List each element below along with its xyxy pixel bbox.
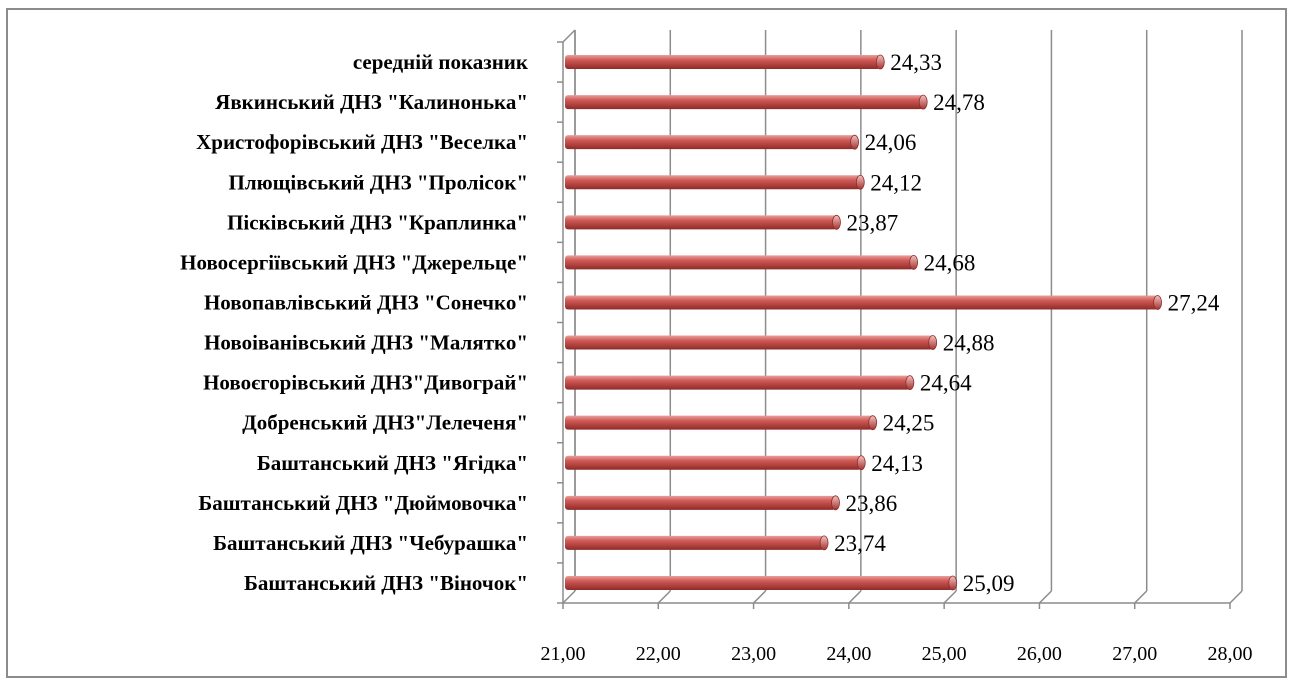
floor-tick (848, 590, 862, 604)
category-label: Новоєгорівський ДНЗ"Диво­грай" (203, 371, 528, 395)
bar-cap (875, 54, 885, 70)
category-labels: середній показник Явкинський ДНЗ "Калинон… (180, 50, 529, 595)
bar (565, 254, 919, 270)
floor-tick (1134, 590, 1148, 604)
data-label: 24,78 (933, 90, 985, 115)
bar-cap (868, 415, 878, 431)
top-left-edge (562, 29, 576, 43)
category-label: Новоіванівський ДНЗ "Малятко" (204, 331, 528, 355)
category-label: Новосергіївський ДНЗ "Джерельце" (180, 250, 528, 274)
bar (565, 535, 829, 551)
bar (565, 174, 865, 190)
floor-tick (1038, 590, 1052, 604)
data-label: 24,68 (924, 250, 976, 275)
data-label: 25,09 (963, 571, 1015, 596)
bar-body (565, 335, 933, 350)
bar-cap (948, 575, 958, 591)
bar-body (565, 55, 881, 70)
floor-tick (753, 590, 767, 604)
bar-cap (850, 134, 859, 150)
category-label: Баштанський ДНЗ "Віночок" (244, 571, 528, 595)
bar-body (565, 215, 837, 230)
category-label: середній показник (353, 50, 529, 74)
bar-cap (856, 455, 866, 471)
x-tick-label: 24,00 (826, 643, 871, 665)
bar-cap (928, 335, 938, 350)
data-label: 24,12 (870, 170, 922, 195)
category-label: Баштанський ДНЗ "Дюймовочка" (198, 491, 528, 515)
data-label: 23,86 (846, 491, 898, 516)
data-label: 23,74 (834, 531, 886, 556)
bar (565, 575, 958, 591)
bar-cap (909, 254, 919, 270)
bar (565, 415, 878, 431)
bar (565, 375, 915, 391)
category-label: Новопавлівський ДНЗ "Сонечко" (204, 290, 528, 314)
bar (565, 134, 859, 150)
bar (565, 214, 841, 230)
bar-body (565, 175, 861, 190)
bar (565, 495, 840, 511)
bar-body (565, 95, 924, 110)
value-labels: 24,33 24,78 24,06 24,12 23,87 24,68 27,24 24,88… (834, 50, 1220, 596)
bar-body (565, 255, 914, 270)
bar (565, 455, 866, 471)
bar-body (565, 295, 1158, 310)
data-label: 24,88 (943, 331, 995, 356)
bar-cap (905, 375, 915, 391)
category-label: Пісківський ДНЗ "Краплинка" (227, 210, 528, 234)
floor-tick (943, 590, 957, 604)
bar-body (565, 535, 825, 550)
category-label: Явкинський ДНЗ "Калинонька" (215, 90, 528, 114)
category-label: Добренський ДНЗ"Лелеченя" (242, 411, 528, 435)
bar-body (565, 375, 910, 390)
data-label: 23,87 (846, 210, 898, 235)
data-label: 24,64 (920, 371, 972, 396)
x-tick-label: 27,00 (1112, 643, 1157, 665)
x-tick-label: 25,00 (922, 643, 967, 665)
data-label: 24,25 (883, 411, 935, 436)
bar (565, 54, 885, 70)
bar-cap (819, 535, 829, 551)
bar (565, 295, 1162, 310)
floor-tick (1229, 590, 1243, 604)
x-tick-label: 26,00 (1017, 643, 1062, 665)
x-tick-labels: 21,00 22,00 23,00 24,00 25,00 26,00 27,00 28,00 (541, 643, 1253, 665)
category-label: Баштанський ДНЗ "Чебурашка" (213, 531, 528, 555)
data-label: 27,24 (1168, 290, 1220, 315)
category-label: Христофорівський ДНЗ "Веселка" (196, 130, 528, 154)
x-tick-label: 23,00 (731, 643, 776, 665)
category-label: Плющівський ДНЗ "Пролісок" (228, 170, 528, 194)
category-label: Баштанський ДНЗ "Ягідка" (257, 451, 528, 475)
bar-body (565, 455, 862, 470)
floor-tick (562, 590, 576, 604)
x-tick-label: 28,00 (1208, 643, 1253, 665)
bars (565, 54, 1162, 591)
bar-body (565, 495, 836, 510)
bar-cap (831, 495, 840, 511)
data-label: 24,13 (871, 451, 923, 476)
bar-cap (832, 214, 841, 230)
data-label: 24,33 (890, 50, 942, 75)
bar (565, 335, 938, 350)
bar-body (565, 575, 953, 590)
bar-cap (918, 94, 928, 110)
data-label: 24,06 (865, 130, 917, 155)
bar-cap (1153, 295, 1162, 310)
x-tick-label: 22,00 (636, 643, 681, 665)
bar-cap (855, 174, 865, 190)
x-tick-label: 21,00 (541, 643, 586, 665)
grid-lines (557, 29, 1243, 609)
bar (565, 94, 928, 110)
bar-body (565, 415, 873, 430)
floor-tick (657, 590, 671, 604)
bar-body (565, 135, 855, 150)
